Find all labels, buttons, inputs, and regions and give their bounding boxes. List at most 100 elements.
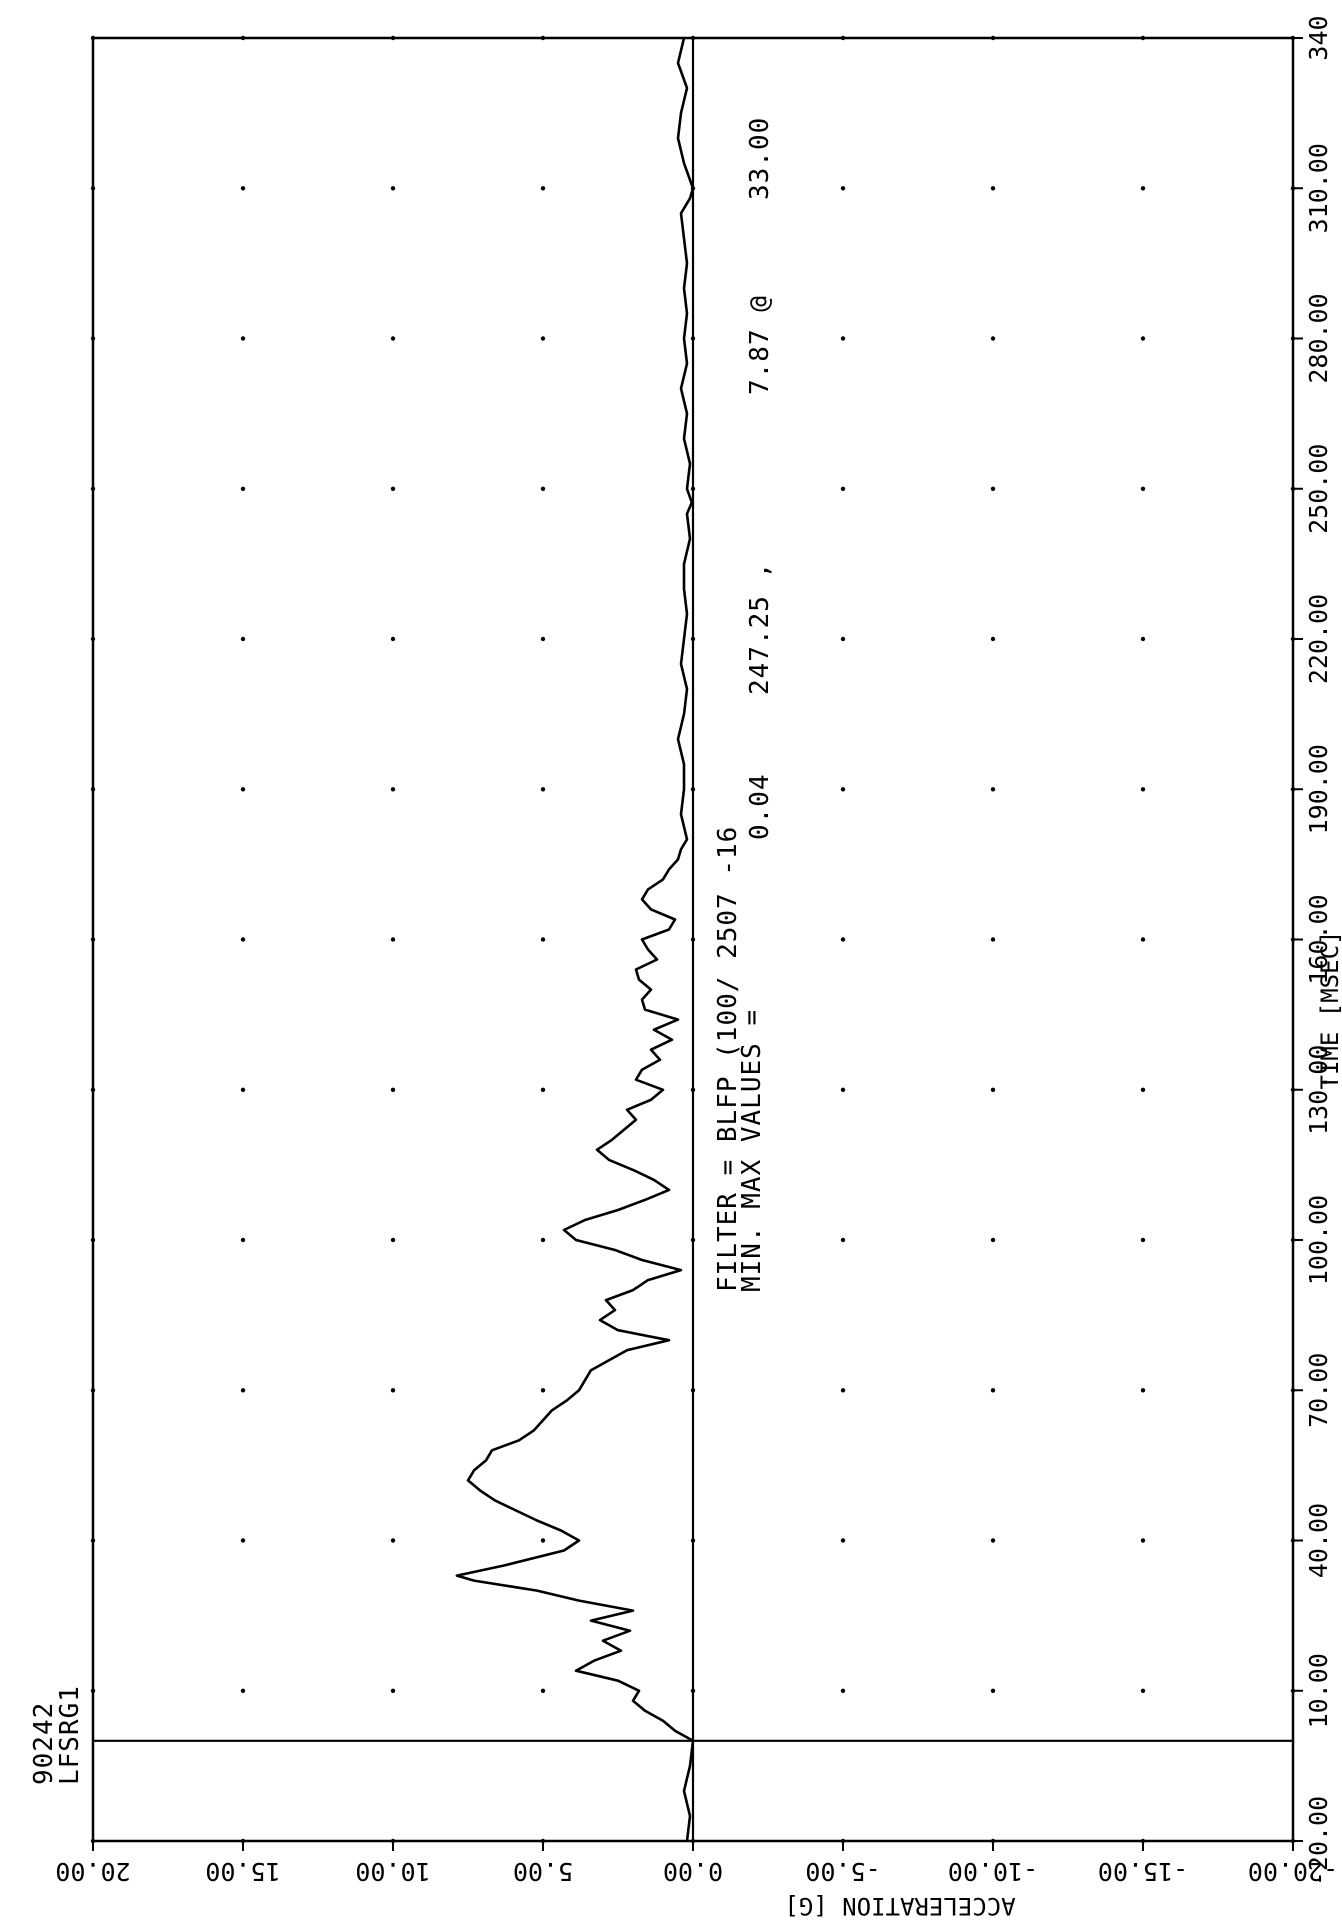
- grid-dot: [840, 1688, 846, 1694]
- grid-dot: [240, 186, 246, 191]
- max-value-label: 7.87 @: [745, 295, 775, 395]
- x-tick-label: 160.00: [1304, 894, 1333, 984]
- y-tick-label: 5.00: [513, 1857, 573, 1886]
- grid-dot: [540, 636, 546, 642]
- y-axis-label: ACCELERATION [G]: [784, 1892, 1015, 1920]
- grid-dot: [840, 1237, 846, 1243]
- x-tick-label: 40.00: [1304, 1503, 1333, 1578]
- grid-dot: [1140, 1087, 1146, 1093]
- acceleration-series-line: [455, 37, 695, 1842]
- x-axis-ticks: -20.00 10.00 40.00 70.00 100.00 130.00 160.00 1…: [1293, 15, 1333, 1886]
- min-value-label: 0.04: [745, 773, 775, 840]
- grid-dot: [990, 636, 996, 642]
- grid-dot: [990, 486, 996, 491]
- grid-dot: [240, 787, 246, 792]
- grid-dot: [540, 35, 546, 41]
- grid-dot: [840, 937, 846, 942]
- x-tick-label: 100.00: [1304, 1195, 1333, 1285]
- grid-dot: [90, 787, 96, 792]
- x-tick-label: 220.00: [1304, 594, 1333, 684]
- grid-dot: [540, 336, 546, 341]
- grid-dot: [990, 336, 996, 341]
- grid-dot: [990, 787, 996, 792]
- grid-dot: [1140, 336, 1146, 341]
- series-layer: [455, 37, 695, 1842]
- grid-dot: [840, 336, 846, 341]
- grid-dot: [840, 787, 846, 792]
- x-tick-label: 250.00: [1304, 444, 1333, 534]
- y-tick-label: -5.00: [805, 1857, 880, 1886]
- grid-dot: [1140, 1688, 1146, 1694]
- grid-dot: [1140, 35, 1146, 41]
- grid-dot: [240, 486, 246, 491]
- grid-dot: [990, 937, 996, 942]
- grid-dot: [90, 937, 96, 942]
- grid-dot: [90, 35, 96, 41]
- grid-dot: [990, 1688, 996, 1694]
- grid-dot: [540, 186, 546, 191]
- reference-lines: [93, 38, 1293, 1841]
- grid-dot: [540, 1237, 546, 1243]
- x-tick-label: 190.00: [1304, 744, 1333, 834]
- grid-dot: [1140, 1388, 1146, 1393]
- grid-dot: [1140, 937, 1146, 942]
- grid-dot: [390, 486, 396, 491]
- grid-dot: [1140, 1538, 1146, 1543]
- x-axis-label: TIME [MSEC]: [1316, 931, 1342, 1090]
- x-tick-label: 340: [1304, 15, 1333, 60]
- grid-dot: [90, 1388, 96, 1393]
- grid-dot: [390, 1237, 396, 1243]
- grid-dot: [240, 35, 246, 41]
- grid-dot: [240, 1388, 246, 1393]
- grid-dot: [390, 1087, 396, 1093]
- y-tick-label: -20.00: [1248, 1857, 1338, 1886]
- grid-dot: [90, 1538, 96, 1543]
- x-tick-label: 280.00: [1304, 293, 1333, 383]
- grid-dot: [240, 1688, 246, 1694]
- grid-dot: [540, 1388, 546, 1393]
- grid-dot: [540, 1538, 546, 1543]
- x-tick-label: 130.00: [1304, 1045, 1333, 1135]
- grid-dot: [1140, 636, 1146, 642]
- grid-dot: [390, 1388, 396, 1393]
- grid-dot: [240, 937, 246, 942]
- grid-dot: [390, 186, 396, 191]
- y-tick-label: -10.00: [948, 1857, 1038, 1886]
- grid-dot: [990, 35, 996, 41]
- grid-dot: [990, 1087, 996, 1093]
- grid-dot: [540, 787, 546, 792]
- grid-dot: [390, 35, 396, 41]
- grid-dot: [240, 636, 246, 642]
- grid-dot: [1140, 1237, 1146, 1243]
- grid-dot: [840, 35, 846, 41]
- grid-dot: [840, 1388, 846, 1393]
- max-time-label: 33.00: [745, 117, 775, 200]
- minmax-label: MIN. MAX VALUES =: [737, 1009, 767, 1292]
- grid-dot: [990, 1538, 996, 1543]
- grid-dot: [990, 1237, 996, 1243]
- grid-dot: [840, 636, 846, 642]
- grid-dot: [840, 1538, 846, 1543]
- x-tick-label: 310.00: [1304, 143, 1333, 233]
- grid-dot: [90, 336, 96, 341]
- test-id-label: 90242: [29, 1702, 59, 1785]
- grid-dot: [90, 186, 96, 191]
- x-tick-label: 70.00: [1304, 1353, 1333, 1428]
- y-tick-label: 20.00: [55, 1857, 130, 1886]
- grid-dot: [390, 937, 396, 942]
- grid-dot: [1140, 186, 1146, 191]
- grid-dot: [540, 1087, 546, 1093]
- grid-dot: [840, 486, 846, 491]
- grid-dot: [90, 1237, 96, 1243]
- grid-dot: [390, 787, 396, 792]
- y-tick-label: 0.00: [663, 1857, 723, 1886]
- grid-dot: [90, 636, 96, 642]
- grid-dot: [90, 1688, 96, 1694]
- grid-dot: [1140, 787, 1146, 792]
- grid-dot: [840, 1087, 846, 1093]
- filter-label: FILTER = BLFP (100/ 2507 -16: [713, 826, 743, 1292]
- grid-dot: [540, 1688, 546, 1694]
- grid-dot: [840, 186, 846, 191]
